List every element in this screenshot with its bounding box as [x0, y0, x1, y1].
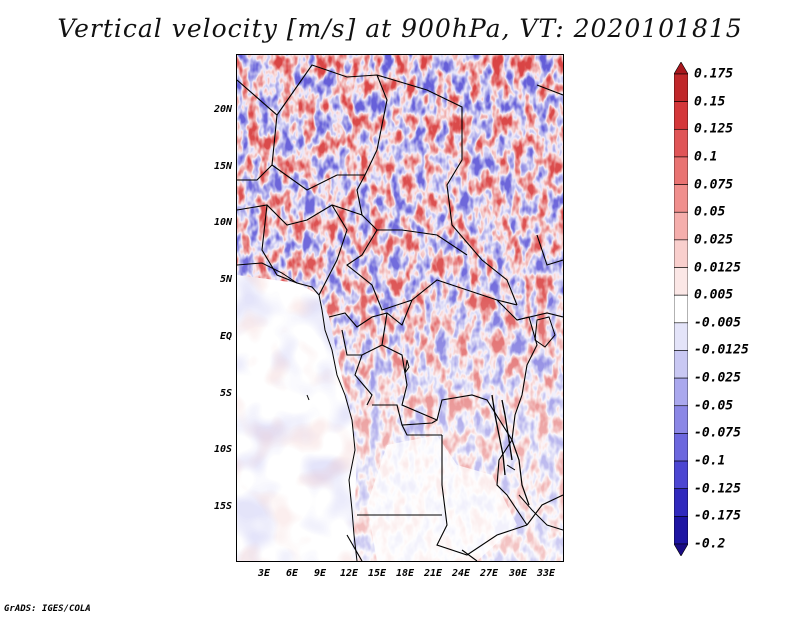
colorbar-swatch	[674, 184, 688, 213]
lon-label-24e: 24E	[451, 568, 471, 579]
lon-label-12e: 12E	[339, 568, 359, 579]
colorbar-swatch	[674, 62, 688, 75]
colorbar-label: 0.125	[694, 121, 734, 137]
colorbar-label: -0.075	[694, 425, 741, 441]
coastlines	[237, 262, 563, 561]
colorbar-swatch	[674, 516, 688, 545]
colorbar-swatch	[674, 128, 688, 158]
colorbar-swatch	[674, 405, 688, 434]
colorbar-label: 0.005	[694, 287, 734, 303]
colorbar-label: 0.025	[694, 232, 734, 248]
lon-label-3e: 3E	[257, 568, 271, 579]
colorbar-swatch	[674, 350, 688, 379]
colorbar-swatch	[674, 294, 688, 324]
grads-credit: GrADS: IGES/COLA	[4, 604, 91, 614]
lon-label-33e: 33E	[536, 568, 556, 579]
colorbar-label: -0.025	[694, 370, 741, 386]
colorbar-label: -0.125	[694, 481, 741, 497]
lat-label-eq: EQ	[219, 331, 232, 342]
lon-label-21e: 21E	[423, 568, 443, 579]
colorbar-label: -0.1	[694, 453, 726, 469]
colorbar-swatch	[674, 101, 688, 130]
colorbar-swatch	[674, 211, 688, 241]
lat-label-20n: 20N	[213, 104, 232, 115]
colorbar-swatch	[674, 267, 688, 296]
colorbar-swatch	[674, 322, 688, 351]
map-panel	[236, 54, 564, 562]
lat-label-10n: 10N	[213, 217, 232, 228]
colorbar-swatch	[674, 543, 688, 556]
lat-label-10s: 10S	[213, 444, 232, 455]
colorbar-label: -0.175	[694, 508, 741, 524]
lat-label-5n: 5N	[219, 274, 232, 285]
colorbar-label: 0.175	[694, 66, 734, 82]
lat-label-15n: 15N	[213, 161, 232, 172]
lon-label-18e: 18E	[395, 568, 415, 579]
colorbar-swatch	[674, 488, 688, 517]
colorbar-swatch	[674, 73, 688, 102]
lon-label-6e: 6E	[285, 568, 299, 579]
vertical-velocity-map	[237, 55, 563, 561]
lon-label-9e: 9E	[313, 568, 327, 579]
colorbar-swatch	[674, 433, 688, 462]
lon-label-27e: 27E	[479, 568, 499, 579]
lon-label-15e: 15E	[367, 568, 387, 579]
lon-label-30e: 30E	[508, 568, 528, 579]
colorbar-swatch	[674, 460, 688, 490]
colorbar-label: -0.05	[694, 398, 734, 414]
colorbar-label: -0.0125	[694, 342, 749, 358]
colorbar-swatch	[674, 156, 688, 185]
colorbar-label: -0.005	[694, 315, 741, 331]
lat-label-15s: 15S	[213, 501, 232, 512]
lat-label-5s: 5S	[219, 388, 232, 399]
colorbar-label: 0.075	[694, 177, 734, 193]
colorbar-label: 0.1	[694, 149, 718, 165]
country-borders	[237, 64, 563, 561]
plot-title: Vertical velocity [m/s] at 900hPa, VT: 2…	[57, 14, 743, 43]
colorbar	[674, 62, 688, 556]
colorbar-label: 0.05	[694, 204, 726, 220]
colorbar-swatch	[674, 377, 688, 407]
colorbar-label: 0.0125	[694, 260, 741, 276]
colorbar-label: 0.15	[694, 94, 726, 110]
colorbar-swatch	[674, 239, 688, 268]
colorbar-label: -0.2	[694, 536, 726, 552]
